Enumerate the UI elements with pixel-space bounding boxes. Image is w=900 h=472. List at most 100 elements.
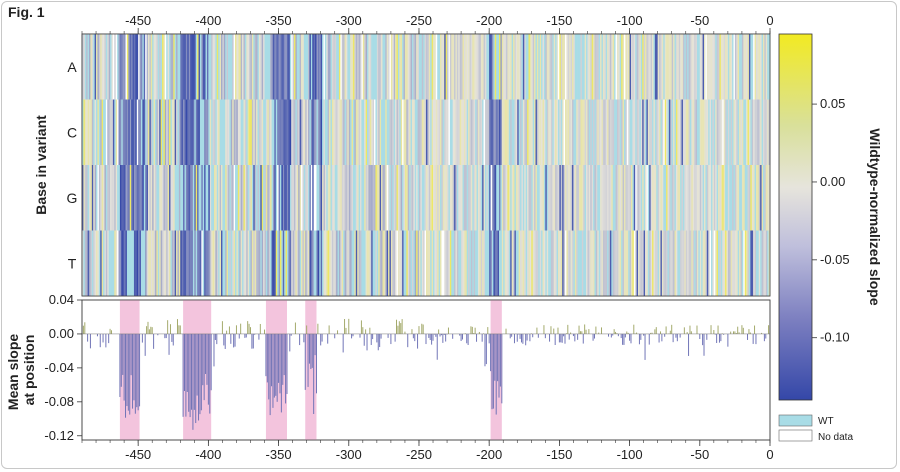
heatmap-cell: [489, 99, 491, 165]
bar: [266, 333, 268, 383]
heatmap-cell: [423, 165, 425, 231]
heatmap-cell: [520, 34, 522, 100]
heatmap-cell: [221, 34, 223, 100]
heatmap-cell: [400, 230, 403, 296]
heatmap-cell: [357, 34, 359, 100]
heatmap-cell: [758, 165, 761, 231]
heatmap-cell: [517, 230, 519, 296]
heatmap-cell: [212, 34, 215, 100]
bar: [595, 326, 597, 334]
heatmap-cell: [111, 230, 114, 296]
heatmap-cell: [368, 34, 371, 100]
heatmap-cell: [654, 99, 657, 165]
heatmap-cell: [284, 165, 286, 231]
bar: [734, 331, 736, 334]
heatmap-cell: [522, 230, 525, 296]
heatmap-cell: [192, 99, 195, 165]
heatmap-cell: [768, 34, 771, 100]
heatmap-cell: [305, 230, 307, 296]
heatmap-cell: [761, 230, 764, 296]
heatmap-cell: [746, 34, 748, 100]
heatmap-cell: [555, 34, 557, 100]
heatmap-cell: [736, 230, 738, 296]
heatmap-cell: [734, 34, 737, 100]
heatmap-cell: [659, 230, 661, 296]
heatmap-cell: [433, 34, 435, 100]
heatmap-cell: [434, 165, 437, 231]
heatmap-cell: [177, 34, 180, 100]
heatmap-cell: [623, 34, 626, 100]
heatmap-cell: [91, 34, 94, 100]
heatmap-cell: [541, 230, 543, 296]
bar: [630, 333, 632, 344]
heatmap-cell: [521, 34, 524, 100]
heatmap-cell: [659, 99, 661, 165]
heatmap-cell: [663, 34, 665, 100]
heatmap-cell: [729, 165, 731, 231]
heatmap-cell: [489, 165, 491, 231]
heatmap-cell: [424, 230, 427, 296]
heatmap-cell: [629, 34, 632, 100]
heatmap-cell: [726, 230, 729, 296]
heatmap-cell: [374, 34, 376, 100]
heatmap-cell: [403, 230, 406, 296]
heatmap-cell: [237, 34, 240, 100]
heatmap-cell: [414, 99, 417, 165]
heatmap-cell: [316, 165, 319, 231]
heatmap-cell: [256, 230, 258, 296]
heatmap-cell: [253, 230, 255, 296]
heatmap-cell: [250, 99, 253, 165]
heatmap-cell: [726, 165, 729, 231]
heatmap-cell: [185, 230, 188, 296]
heatmap-cell: [156, 34, 159, 100]
heatmap-cell: [758, 230, 761, 296]
heatmap-cell: [313, 34, 316, 100]
heatmap-cell: [263, 99, 265, 165]
heatmap-cell: [614, 34, 616, 100]
heatmap-cell: [125, 230, 128, 296]
heatmap-cell: [122, 165, 125, 231]
bar: [494, 333, 496, 381]
heatmap-cell: [343, 34, 345, 100]
bar: [752, 333, 754, 344]
heatmap-cell: [696, 230, 699, 296]
heatmap-cell: [642, 99, 644, 165]
bar: [525, 333, 527, 346]
heatmap-cell: [372, 34, 375, 100]
heatmap-cell: [590, 34, 592, 100]
heatmap-cell: [760, 230, 762, 296]
heatmap-cell: [382, 34, 385, 100]
heatmap-cell: [711, 165, 713, 231]
heatmap-cell: [552, 230, 555, 296]
heatmap-cell: [239, 165, 241, 231]
heatmap-cell: [751, 99, 754, 165]
heatmap-cell: [673, 99, 675, 165]
bar: [570, 332, 572, 334]
heatmap-cell: [528, 34, 531, 100]
bar-x-tick-label: -450: [125, 447, 151, 462]
bar: [497, 333, 499, 382]
bar: [146, 326, 148, 334]
heatmap-cell: [272, 99, 275, 165]
heatmap-cell: [462, 230, 465, 296]
heatmap-cell: [140, 230, 143, 296]
heatmap-cell: [545, 99, 548, 165]
heatmap-cell: [218, 230, 220, 296]
heatmap-cell: [119, 99, 122, 165]
heatmap-cell: [383, 34, 386, 100]
heatmap-cell: [119, 230, 122, 296]
bar: [258, 333, 260, 340]
bar: [727, 333, 729, 347]
heatmap-cell: [219, 99, 222, 165]
heatmap-cell: [301, 34, 303, 100]
heatmap-cell: [140, 165, 143, 231]
bar: [627, 332, 629, 334]
heatmap-cell: [298, 99, 300, 165]
heatmap-cell: [417, 34, 420, 100]
heatmap-cell: [278, 99, 281, 165]
heatmap-cell: [89, 34, 91, 100]
heatmap-cell: [639, 230, 642, 296]
bar: [398, 321, 400, 334]
heatmap-cell: [751, 230, 754, 296]
heatmap-cell: [702, 34, 705, 100]
